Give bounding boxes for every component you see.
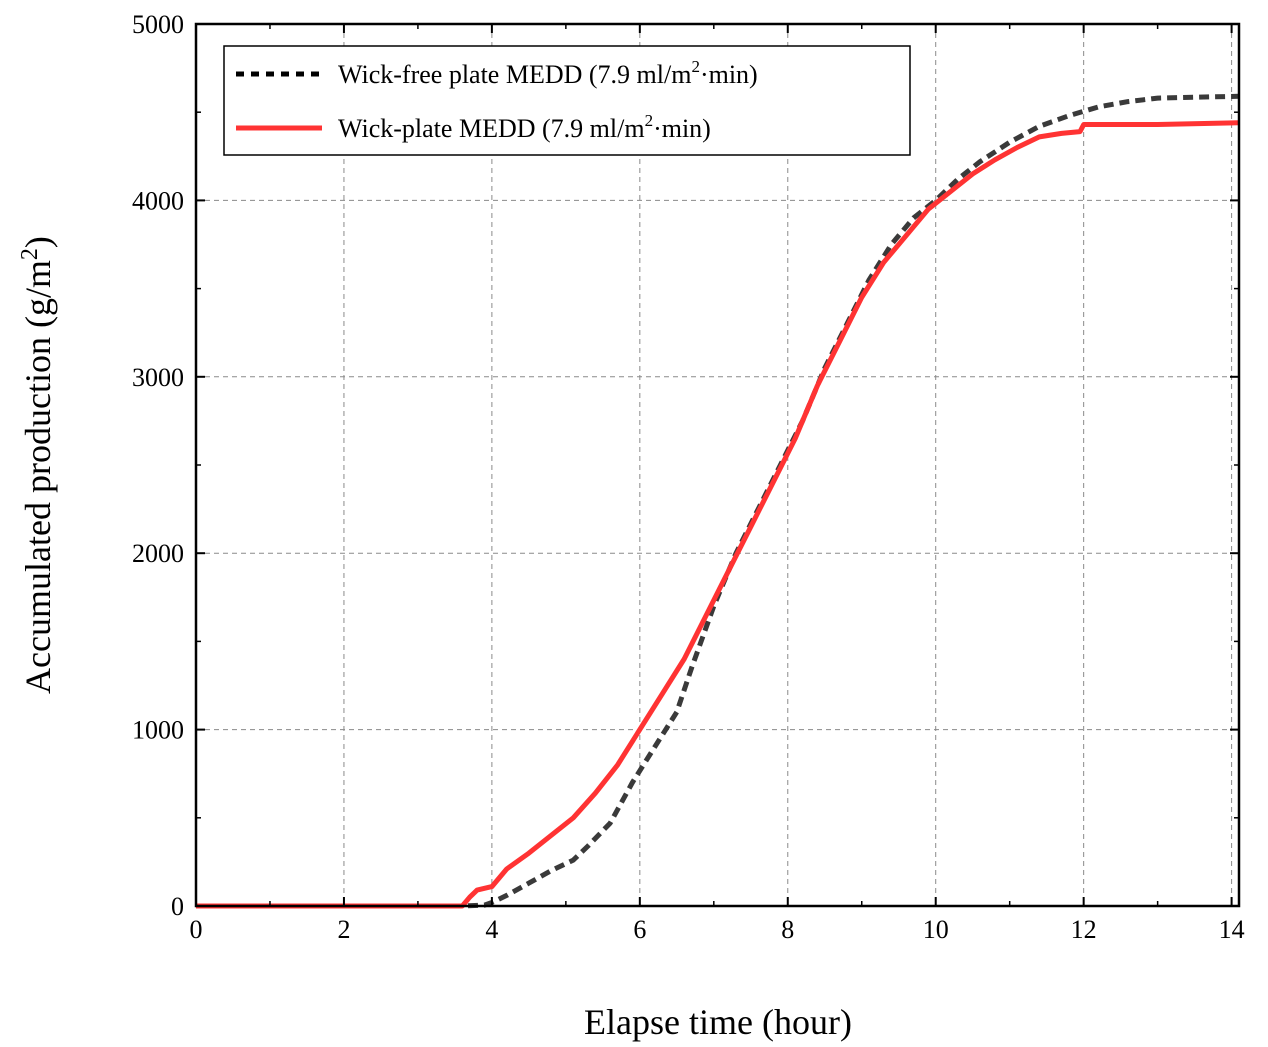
x-tick-label: 14 — [1219, 915, 1245, 944]
y-tick-label: 1000 — [132, 716, 184, 745]
y-axis-title: Accumulated production (g/m2) — [17, 236, 58, 694]
y-tick-label: 0 — [171, 892, 184, 921]
x-tick-label: 10 — [923, 915, 949, 944]
legend-label-wick-free: Wick-free plate MEDD (7.9 ml/m2·min) — [338, 57, 758, 89]
x-tick-label: 6 — [633, 915, 646, 944]
grid — [196, 24, 1239, 906]
y-tick-label: 3000 — [132, 363, 184, 392]
series-layer — [196, 93, 1240, 909]
y-tick-label: 4000 — [132, 186, 184, 215]
y-tick-label: 2000 — [132, 539, 184, 568]
legend-box — [223, 45, 911, 156]
series-line-wick-plate — [196, 120, 1240, 909]
x-tick-label: 12 — [1071, 915, 1097, 944]
x-tick-label: 0 — [190, 915, 203, 944]
legend-label-wick-plate: Wick-plate MEDD (7.9 ml/m2·min) — [338, 111, 711, 143]
x-axis-title: Elapse time (hour) — [584, 1002, 852, 1042]
y-tick-label: 5000 — [132, 10, 184, 39]
x-tick-label: 2 — [337, 915, 350, 944]
axis-ticks: 0 2 4 6 8 10 12 14 0 1000 2000 3000 4000 5000 — [132, 10, 1245, 944]
legend: Wick-free plate MEDD (7.9 ml/m2·min) Wic… — [223, 45, 911, 156]
series-line-wick-free — [196, 93, 1240, 909]
x-tick-label: 4 — [485, 915, 498, 944]
x-tick-label: 8 — [781, 915, 794, 944]
plot-frame — [194, 22, 1241, 908]
